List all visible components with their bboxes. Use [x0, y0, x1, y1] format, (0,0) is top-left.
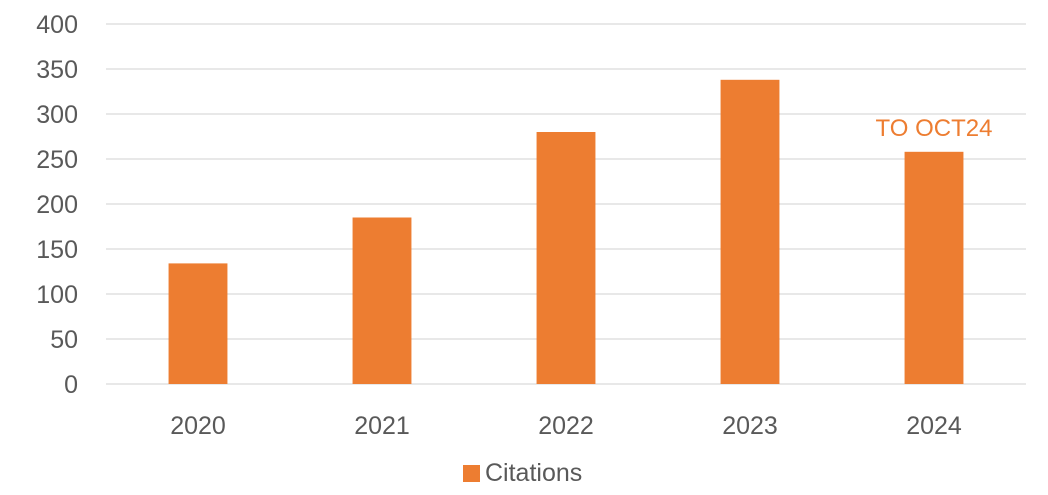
y-tick-label: 0	[64, 371, 78, 399]
y-tick-label: 150	[36, 236, 78, 264]
legend: Citations	[463, 459, 582, 487]
y-tick-label: 400	[36, 11, 78, 39]
bar	[720, 79, 780, 385]
annotation-label: TO OCT24	[876, 115, 993, 142]
x-tick-label: 2020	[170, 412, 226, 440]
y-tick-label: 100	[36, 281, 78, 309]
x-axis-ticks: 2020 2021 2022 2023 2024	[170, 412, 962, 440]
x-tick-label: 2021	[354, 412, 410, 440]
bar	[352, 217, 412, 384]
x-tick-label: 2024	[906, 412, 962, 440]
bar	[904, 151, 964, 384]
y-tick-label: 200	[36, 191, 78, 219]
bar	[168, 263, 228, 384]
legend-swatch	[463, 465, 480, 482]
y-tick-label: 250	[36, 146, 78, 174]
y-tick-label: 350	[36, 56, 78, 84]
x-tick-label: 2022	[538, 412, 594, 440]
bar	[536, 132, 596, 384]
y-tick-label: 50	[50, 326, 78, 354]
y-tick-label: 300	[36, 101, 78, 129]
annotations: TO OCT24	[876, 115, 993, 142]
x-tick-label: 2023	[722, 412, 778, 440]
y-axis-ticks: 0 50 100 150 200 250 300 350 400	[36, 11, 78, 399]
bars	[168, 79, 964, 385]
legend-label: Citations	[485, 459, 582, 487]
